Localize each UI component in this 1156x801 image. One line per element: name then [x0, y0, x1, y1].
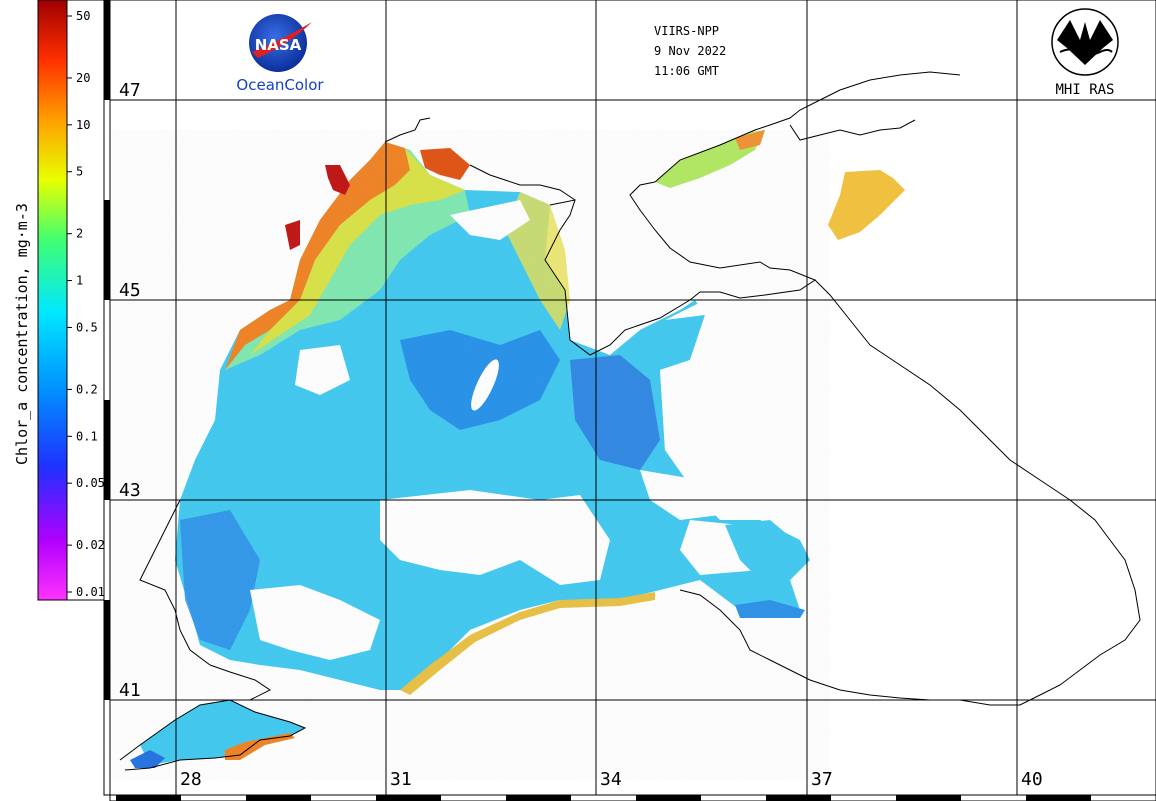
oceancolor-wordmark: OceanColor	[236, 76, 324, 94]
longitude-scale-bar	[109, 794, 1156, 801]
nasa-swoosh-icon	[252, 22, 312, 58]
longitude-label: 40	[1021, 769, 1043, 790]
colorbar-tick-label: 20	[76, 71, 90, 85]
colorbar-tick-label: 5	[76, 165, 83, 179]
colorbar-tick-label: 0.2	[76, 382, 98, 396]
azov-inner-coast	[789, 119, 916, 141]
longitude-labels: 28 31 34 37 40	[180, 769, 1043, 790]
colorbar-title: Chlor_a concentration, mg·m-3	[13, 203, 31, 465]
latitude-scale-bar	[103, 0, 111, 796]
latitude-label: 43	[119, 480, 141, 501]
colorbar-gradient	[37, 0, 68, 601]
chlorophyll-field	[110, 130, 905, 780]
azov-east-patch	[828, 170, 905, 240]
colorbar-tick-label: 0.1	[76, 429, 98, 443]
colorbar: 50 20 10 5 2 1 0.5 0.2 0.1 0.05 0.02 0.01 Chlor_a c…	[13, 0, 105, 601]
header: VIIRS-NPP 9 Nov 2022 11:06 GMT	[654, 24, 726, 78]
longitude-label: 34	[600, 769, 622, 790]
nasa-logo: NASA OceanColor	[236, 14, 324, 94]
coastline	[119, 71, 1141, 771]
mhi-ras-logo: MHI RAS	[1051, 8, 1119, 98]
colorbar-tick-label: 2	[76, 227, 83, 241]
colorbar-tick-label: 0.02	[76, 538, 105, 552]
caucasus-coast	[679, 279, 1141, 706]
satellite-label: VIIRS-NPP	[654, 24, 719, 38]
latitude-label: 47	[119, 80, 141, 101]
speckle-texture	[110, 130, 830, 780]
bulgaria-coast	[139, 499, 211, 666]
crimea-outline	[544, 181, 817, 356]
colorbar-tick-label: 1	[76, 274, 83, 288]
dnieper-bay	[469, 164, 576, 201]
mhi-emblem-waves-icon	[1057, 20, 1113, 65]
colorbar-ticks: 50 20 10 5 2 1 0.5 0.2 0.1 0.05 0.02 0.01	[67, 9, 105, 599]
mhi-wave-line-icon	[1059, 48, 1113, 56]
colorbar-label-panel	[66, 0, 105, 601]
latitude-labels: 47 45 43 41	[119, 80, 141, 701]
colorbar-tick-label: 0.5	[76, 320, 98, 334]
time-label: 11:06 GMT	[654, 64, 719, 78]
date-label: 9 Nov 2022	[654, 44, 726, 58]
longitude-label: 37	[811, 769, 833, 790]
latitude-label: 41	[119, 680, 141, 701]
graticule	[110, 0, 1156, 795]
odessa-coast	[384, 117, 431, 143]
colorbar-tick-label: 10	[76, 118, 90, 132]
mhi-ras-wordmark: MHI RAS	[1055, 82, 1114, 98]
colorbar-tick-label: 50	[76, 9, 90, 23]
azov-north-coast	[654, 71, 961, 183]
marmara-outline	[119, 699, 307, 771]
colorbar-tick-label: 0.01	[76, 585, 105, 599]
longitude-label: 31	[390, 769, 412, 790]
nasa-wordmark: NASA	[255, 36, 302, 54]
latitude-label: 45	[119, 280, 141, 301]
longitude-label: 28	[180, 769, 202, 790]
colorbar-tick-label: 0.05	[76, 476, 105, 490]
